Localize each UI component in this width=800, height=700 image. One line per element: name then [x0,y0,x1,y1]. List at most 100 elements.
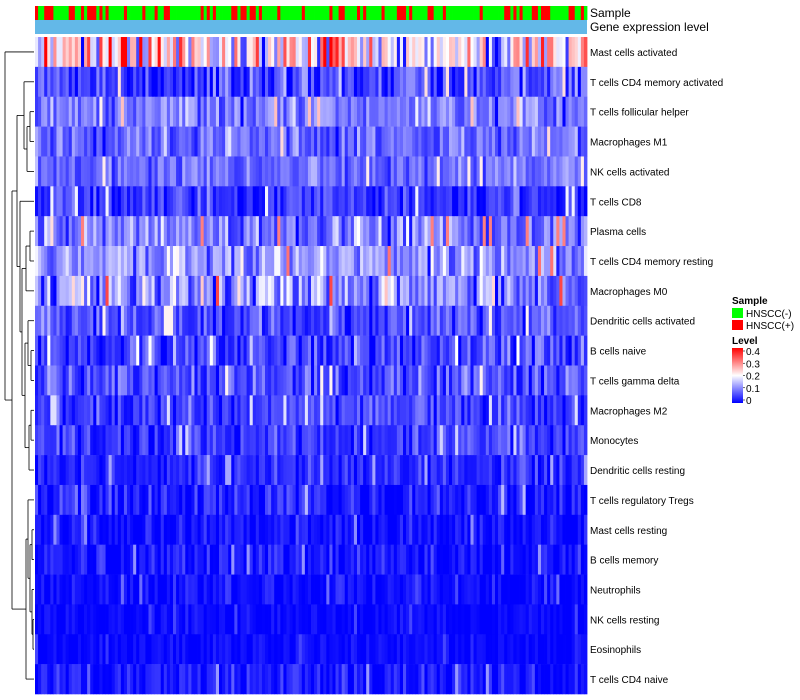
heatmap-cell [436,604,441,635]
heatmap-cell [501,425,505,456]
sample-cell [197,6,201,20]
heatmap-cell [206,275,211,307]
heatmap-cell [71,96,76,127]
heatmap-cell [452,246,456,277]
heatmap-cell [547,604,551,635]
heatmap-cell [142,544,146,575]
heatmap-cell [338,634,343,665]
heatmap-cell [439,395,444,426]
heatmap-cell [240,395,244,426]
heatmap-cell [323,634,327,665]
heatmap-cell [495,37,499,68]
heatmap-cell [476,305,481,336]
heatmap-cell [513,395,517,426]
heatmap-cell [458,395,462,426]
heatmap-cell [133,365,137,396]
heatmap-cell [344,484,349,516]
heatmap-cell [280,66,284,98]
heatmap-cell [399,634,404,665]
heatmap-cell [182,365,186,396]
heatmap-cell [188,604,192,635]
heatmap-cell [399,335,404,366]
heatmap-cell [47,37,51,68]
heatmap-cell [304,514,309,545]
heatmap-cell [378,634,382,665]
heatmap-cell [59,275,63,307]
heatmap-cell [393,126,398,157]
heatmap-cell [455,365,459,396]
sample-cell [255,6,260,20]
heatmap-cell [381,574,385,605]
heatmap-cell [366,395,370,426]
sample-cell [436,6,441,20]
heatmap-cell [123,335,128,366]
heatmap-cell [537,574,542,605]
heatmap-cell [347,604,352,635]
heatmap-cell [473,156,477,187]
heatmap-cell [473,335,477,366]
heatmap-cell [320,604,324,635]
heatmap-cell [458,514,462,545]
heatmap-cell [50,484,54,516]
heatmap-cell [442,246,447,277]
heatmap-cell [464,395,468,426]
heatmap-cell [534,96,539,127]
heatmap-cell [249,634,254,665]
heatmap-cell [215,126,220,157]
heatmap-cell [314,126,318,157]
heatmap-cell [329,514,333,545]
heatmap-cell [357,395,361,426]
heatmap-cell [424,544,428,575]
heatmap-cell [531,634,536,665]
heatmap-cell [338,574,343,605]
heatmap-cell [347,664,352,695]
heatmap-cell [191,335,195,366]
heatmap-cell [286,246,290,277]
heatmap-cell [565,156,569,187]
heatmap-cell [452,275,456,307]
heatmap-cell [84,484,88,516]
heatmap-cell [583,37,588,68]
heatmap-cell [274,246,278,277]
heatmap-cell [53,275,57,307]
heatmap-cell [160,455,165,486]
heatmap-cell [154,455,159,486]
heatmap-cell [59,574,63,605]
heatmap-cell [50,544,54,575]
heatmap-cell [157,275,162,307]
heatmap-cell [519,37,523,68]
heatmap-cell [510,664,514,695]
heatmap-cell [418,544,422,575]
heatmap-cell [577,604,582,635]
heatmap-cell [219,574,223,605]
heatmap-cell [458,455,462,486]
heatmap-cell [90,186,94,217]
sample-cell [249,6,254,20]
heatmap-cell [559,574,563,605]
heatmap-cell [357,664,361,695]
heatmap-cell [541,425,545,456]
heatmap-cell [228,216,232,247]
heatmap-cell [464,96,468,127]
heatmap-cell [50,96,54,127]
heatmap-cell [338,335,343,366]
heatmap-cell [185,126,189,157]
heatmap-cell [559,484,563,516]
heatmap-cell [495,634,499,665]
heatmap-cell [360,186,364,217]
heatmap-cell [409,126,413,157]
heatmap-cell [295,96,300,127]
heatmap-cell [317,514,321,545]
heatmap-cell [384,66,389,98]
heatmap-cell [47,425,51,456]
heatmap-cell [68,634,73,665]
heatmap-cell [387,425,392,456]
heatmap-cell [81,246,85,277]
heatmap-cell [341,484,346,516]
heatmap-cell [225,395,229,426]
heatmap-cell [534,544,539,575]
heatmap-cell [268,514,272,545]
heatmap-cell [357,126,361,157]
heatmap-cell [53,96,57,127]
heatmap-cell [507,126,511,157]
